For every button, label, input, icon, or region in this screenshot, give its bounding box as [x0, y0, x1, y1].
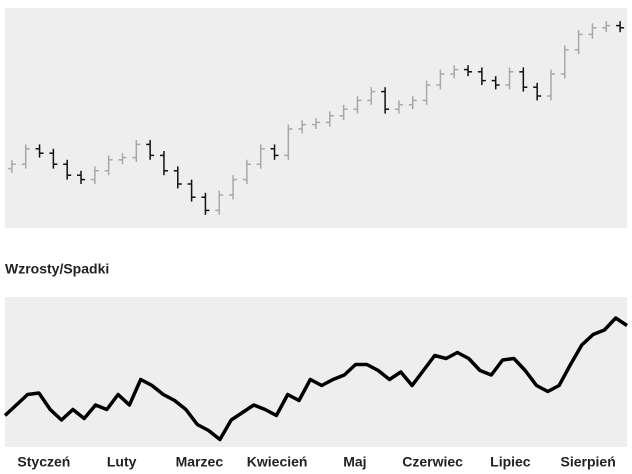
x-tick-label: Styczeń: [17, 454, 70, 470]
x-tick-label: Marzec: [176, 454, 224, 470]
x-tick-label: Lipiec: [490, 454, 531, 470]
x-tick-label: Kwiecień: [247, 454, 308, 470]
plot-area: [5, 297, 627, 447]
x-tick-label: Luty: [107, 454, 137, 470]
x-tick-label: Sierpień: [561, 454, 616, 470]
data-line: [3, 316, 628, 442]
panel-title: Wzrosty/Spadki: [5, 261, 109, 277]
x-tick-label: Maj: [343, 454, 366, 470]
x-tick-label: Czerwiec: [402, 454, 463, 470]
